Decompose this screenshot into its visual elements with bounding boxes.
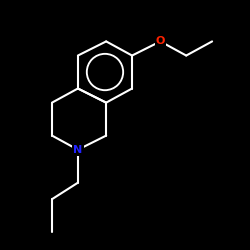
Text: O: O [156, 36, 165, 46]
Text: N: N [73, 145, 83, 155]
